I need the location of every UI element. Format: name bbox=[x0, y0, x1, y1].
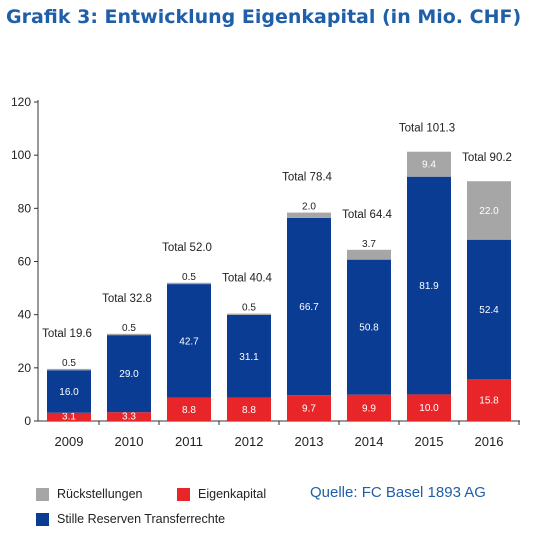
bar-value-label: 8.8 bbox=[182, 405, 196, 416]
bar-value-label: 15.8 bbox=[479, 395, 499, 406]
bar-value-label: 0.5 bbox=[242, 303, 256, 314]
legend-swatch-stille-reserven bbox=[36, 512, 49, 526]
bar-value-label: 8.8 bbox=[242, 405, 256, 416]
y-tick-label: 0 bbox=[24, 414, 31, 428]
legend-item-rueckstellungen: Rückstellungen bbox=[36, 487, 142, 501]
bar-value-label: 3.7 bbox=[362, 239, 376, 250]
bar-value-label: 9.9 bbox=[362, 403, 376, 414]
bar-value-label: 31.1 bbox=[239, 352, 259, 363]
y-tick-label: 40 bbox=[18, 308, 32, 322]
bar-value-label: 0.5 bbox=[122, 323, 136, 334]
x-tick-label: 2013 bbox=[295, 434, 324, 449]
bar-total-label: Total 40.4 bbox=[222, 273, 272, 285]
bar-value-label: 10.0 bbox=[419, 403, 439, 414]
bar-value-label: 52.4 bbox=[479, 305, 499, 316]
x-tick-label: 2016 bbox=[475, 434, 504, 449]
bar-stille-reserven bbox=[107, 335, 151, 413]
bar-value-label: 66.7 bbox=[299, 302, 319, 313]
bar-stille-reserven bbox=[467, 239, 511, 379]
bar-value-label: 81.9 bbox=[419, 281, 439, 292]
bar-value-label: 9.4 bbox=[422, 160, 436, 171]
bar-value-label: 3.1 bbox=[62, 412, 76, 423]
bar-stille-reserven bbox=[227, 314, 271, 398]
x-tick-label: 2012 bbox=[235, 434, 264, 449]
bar-eigenkapital bbox=[227, 397, 271, 421]
legend: Rückstellungen Eigenkapital Stille Reser… bbox=[36, 484, 516, 534]
bar-rueckstellungen bbox=[407, 151, 451, 177]
bar-value-label: 0.5 bbox=[182, 272, 196, 283]
legend-item-stille-reserven: Stille Reserven Transferrechte bbox=[36, 512, 225, 526]
bar-eigenkapital bbox=[107, 412, 151, 421]
bar-value-label: 29.0 bbox=[119, 369, 139, 380]
bar-eigenkapital bbox=[47, 412, 91, 421]
bar-eigenkapital bbox=[287, 395, 331, 421]
bar-total-label: Total 52.0 bbox=[162, 242, 212, 254]
stacked-bar-chart: 0 20 40 60 80 100 120 2009 3.1 16.0 0.5 Total 19.6 2… bbox=[11, 95, 520, 449]
bar-value-label: 16.0 bbox=[59, 387, 79, 398]
bar-rueckstellungen bbox=[47, 368, 91, 371]
legend-item-eigenkapital: Eigenkapital bbox=[177, 487, 266, 501]
y-tick-label: 80 bbox=[18, 201, 32, 215]
legend-label-eigenkapital: Eigenkapital bbox=[198, 487, 267, 501]
bar-value-label: 2.0 bbox=[302, 202, 316, 213]
bar-total-label: Total 90.2 bbox=[462, 152, 512, 164]
bar-rueckstellungen bbox=[167, 282, 211, 285]
bar-rueckstellungen bbox=[107, 333, 151, 336]
bar-eigenkapital bbox=[347, 394, 391, 421]
bar-value-label: 22.0 bbox=[479, 206, 499, 217]
bar-total-label: Total 32.8 bbox=[102, 293, 152, 305]
bar-stille-reserven bbox=[407, 176, 451, 395]
x-tick-label: 2009 bbox=[55, 434, 84, 449]
bar-value-label: 9.7 bbox=[302, 404, 316, 415]
bar-eigenkapital bbox=[167, 397, 211, 421]
y-tick-label: 100 bbox=[11, 148, 31, 162]
bar-value-label: 50.8 bbox=[359, 323, 379, 334]
legend-label-rueckstellungen: Rückstellungen bbox=[57, 487, 143, 501]
bar-rueckstellungen bbox=[467, 181, 511, 240]
bar-total-label: Total 19.6 bbox=[42, 328, 92, 340]
chart-title: Grafik 3: Entwicklung Eigenkapital (in M… bbox=[6, 6, 522, 28]
y-tick-label: 120 bbox=[11, 95, 31, 109]
y-tick-label: 20 bbox=[18, 361, 32, 375]
bar-total-label: Total 101.3 bbox=[399, 123, 455, 135]
bar-value-label: 3.3 bbox=[122, 412, 136, 423]
bar-total-label: Total 64.4 bbox=[342, 209, 392, 221]
legend-label-stille-reserven: Stille Reserven Transferrechte bbox=[57, 512, 226, 526]
source-note: Quelle: FC Basel 1893 AG bbox=[310, 484, 486, 501]
bar-value-label: 42.7 bbox=[179, 336, 199, 347]
bar-stille-reserven bbox=[287, 217, 331, 396]
x-tick-label: 2015 bbox=[415, 434, 444, 449]
bar-rueckstellungen bbox=[347, 249, 391, 260]
bar-stille-reserven bbox=[167, 284, 211, 398]
x-tick-label: 2011 bbox=[175, 434, 203, 449]
y-tick-label: 60 bbox=[18, 255, 32, 269]
legend-swatch-eigenkapital bbox=[177, 487, 190, 501]
x-tick-label: 2014 bbox=[355, 434, 384, 449]
bar-stille-reserven bbox=[47, 370, 91, 413]
bar-eigenkapital bbox=[467, 378, 511, 421]
bar-rueckstellungen bbox=[287, 212, 331, 218]
bar-stille-reserven bbox=[347, 259, 391, 395]
bar-total-label: Total 78.4 bbox=[282, 172, 332, 184]
bar-value-label: 0.5 bbox=[62, 358, 76, 369]
x-tick-label: 2010 bbox=[115, 434, 144, 449]
legend-swatch-rueckstellungen bbox=[36, 487, 49, 501]
bar-rueckstellungen bbox=[227, 313, 271, 315]
bar-eigenkapital bbox=[407, 394, 451, 421]
